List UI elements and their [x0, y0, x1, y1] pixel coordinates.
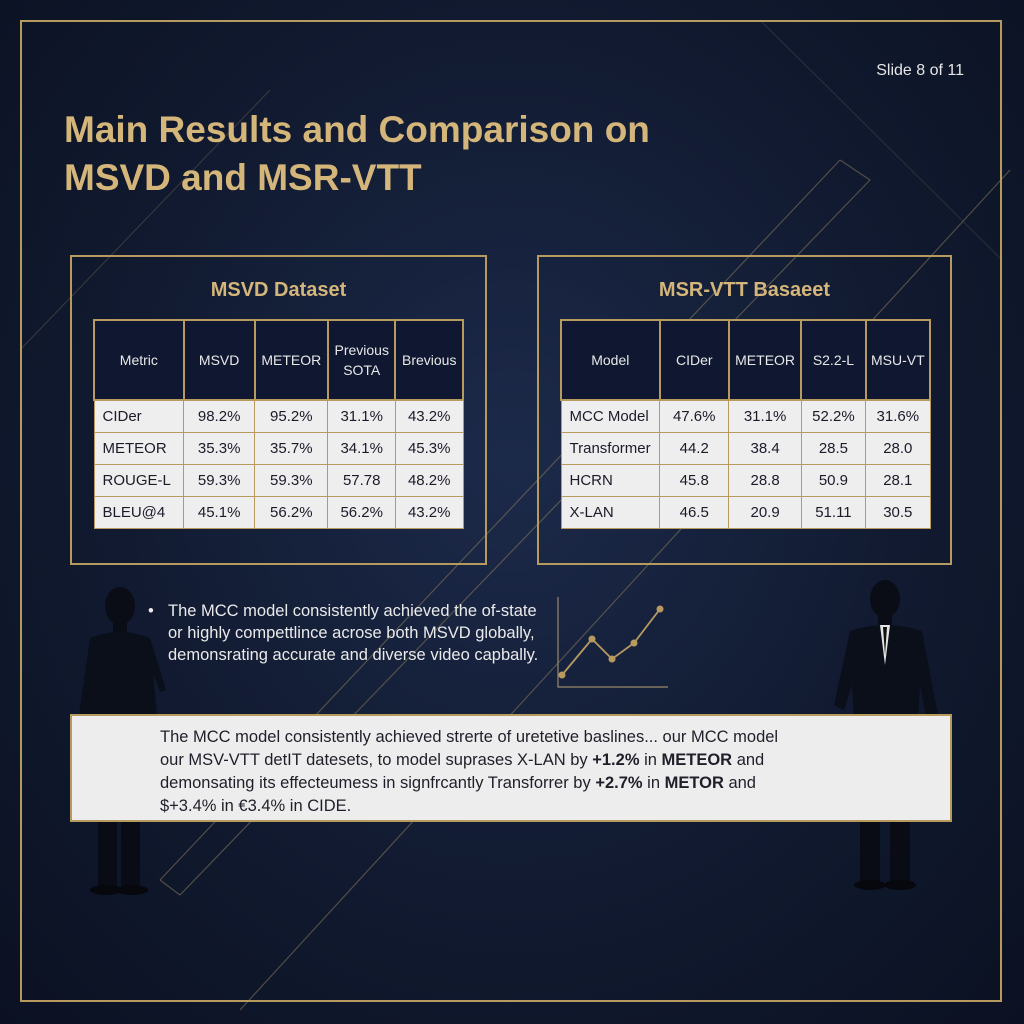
msrvtt-panel-title: MSR-VTT Basaeet — [658, 279, 831, 301]
table-row: CIDer 98.2% 95.2% 31.1% 43.2% — [93, 399, 464, 433]
callout-text-part: in — [639, 751, 662, 769]
table-cell: 28.5 — [800, 432, 867, 465]
line-chart-icon — [557, 597, 668, 688]
column-header: MSVD — [182, 319, 256, 401]
summary-callout: The MCC model consistently achieved stre… — [70, 714, 952, 822]
table-cell: MCC Model — [560, 399, 661, 433]
column-header: Brevious — [394, 319, 464, 401]
table-cell: 47.6% — [659, 399, 730, 433]
table-cell: 31.6% — [865, 399, 931, 433]
table-header-row: Metric MSVD METEOR Previous SOTA Breviou… — [93, 319, 464, 401]
table-cell: 34.1% — [327, 432, 396, 465]
column-header: CIDer — [658, 319, 730, 401]
table-cell: 31.1% — [728, 399, 802, 433]
table-cell: X-LAN — [560, 496, 661, 529]
table-cell: 56.2% — [254, 496, 329, 529]
column-header: Previous SOTA — [326, 319, 397, 401]
callout-highlight: +1.2% — [592, 751, 640, 769]
table-cell: 52.2% — [800, 399, 867, 433]
table-cell: 45.1% — [183, 496, 256, 529]
table-cell: 56.2% — [327, 496, 396, 529]
table-cell: BLEU@4 — [93, 496, 185, 529]
slide-frame — [20, 20, 1002, 1002]
table-row: X-LAN 46.5 20.9 51.11 30.5 — [560, 496, 931, 529]
msrvtt-panel: MSR-VTT Basaeet Model CIDer METEOR S2.2-… — [537, 255, 952, 565]
table-cell: 28.0 — [865, 432, 931, 465]
table-cell: 59.3% — [254, 464, 329, 497]
callout-highlight: +2.7% — [595, 774, 643, 792]
table-cell: 95.2% — [254, 399, 329, 433]
table-cell: ROUGE-L — [93, 464, 185, 497]
table-cell: METEOR — [93, 432, 185, 465]
title-line-2: MSVD and MSR-VTT — [64, 157, 422, 198]
table-cell: 45.3% — [394, 432, 464, 465]
slide-number: Slide 8 of 11 — [876, 62, 964, 79]
table-cell: CIDer — [93, 399, 185, 433]
msvd-panel-title: MSVD Dataset — [210, 279, 347, 301]
table-cell: 43.2% — [394, 496, 464, 529]
bullet-dot: • — [148, 602, 154, 620]
msvd-panel: MSVD Dataset Metric MSVD METEOR Previous… — [70, 255, 487, 565]
table-row: HCRN 45.8 28.8 50.9 28.1 — [560, 464, 931, 497]
table-cell: 50.9 — [800, 464, 867, 497]
callout-text: The MCC model consistently achieved stre… — [160, 726, 900, 818]
table-cell: 51.11 — [800, 496, 867, 529]
page-title: Main Results and Comparison on MSVD and … — [64, 106, 764, 202]
msrvtt-table: Model CIDer METEOR S2.2-L MSU-VT MCC Mod… — [560, 319, 932, 529]
table-cell: 30.5 — [865, 496, 931, 529]
table-row: ROUGE-L 59.3% 59.3% 57.78 48.2% — [93, 464, 464, 497]
table-header-row: Model CIDer METEOR S2.2-L MSU-VT — [560, 319, 932, 401]
table-cell: HCRN — [560, 464, 661, 497]
column-header: Metric — [93, 319, 185, 401]
column-header: S2.2-L — [800, 319, 867, 401]
table-cell: 31.1% — [327, 399, 396, 433]
callout-text-part: in — [642, 774, 665, 792]
table-cell: 59.3% — [183, 464, 256, 497]
callout-highlight: METOR — [664, 774, 724, 792]
callout-text-part: and — [732, 751, 765, 769]
column-header: Model — [560, 319, 661, 401]
table-cell: 20.9 — [728, 496, 802, 529]
table-cell: 38.4 — [728, 432, 802, 465]
table-cell: 28.8 — [728, 464, 802, 497]
callout-highlight: METEOR — [661, 751, 733, 769]
callout-line-2: our MSV-VTT detIT datesets, to model sup… — [160, 749, 900, 772]
column-header: METEOR — [253, 319, 329, 401]
table-cell: 48.2% — [394, 464, 464, 497]
table-row: MCC Model 47.6% 31.1% 52.2% 31.6% — [560, 399, 931, 433]
table-row: BLEU@4 45.1% 56.2% 56.2% 43.2% — [93, 496, 464, 529]
msvd-table: Metric MSVD METEOR Previous SOTA Breviou… — [93, 319, 464, 529]
table-cell: 46.5 — [659, 496, 730, 529]
callout-text-part: demonsating its effecteumess in signfrca… — [160, 774, 596, 792]
table-cell: 45.8 — [659, 464, 730, 497]
table-cell: 35.3% — [183, 432, 256, 465]
table-cell: Transformer — [560, 432, 661, 465]
table-cell: 98.2% — [183, 399, 256, 433]
column-header: METEOR — [727, 319, 803, 401]
callout-text-part: and — [723, 774, 756, 792]
bullet-text: The MCC model consistently achieved the … — [168, 602, 539, 664]
callout-line-3: demonsating its effecteumess in signfrca… — [160, 772, 900, 795]
table-cell: 35.7% — [254, 432, 329, 465]
table-cell: 28.1 — [865, 464, 931, 497]
table-row: METEOR 35.3% 35.7% 34.1% 45.3% — [93, 432, 464, 465]
callout-text-part: our MSV-VTT detIT datesets, to model sup… — [160, 751, 593, 769]
table-cell: 43.2% — [394, 399, 464, 433]
column-header: MSU-VT — [864, 319, 932, 401]
title-line-1: Main Results and Comparison on — [64, 109, 650, 150]
callout-line-1: The MCC model consistently achieved stre… — [160, 728, 779, 746]
table-cell: 57.78 — [327, 464, 396, 497]
callout-line-4: $+3.4% in €3.4% in CIDE. — [160, 797, 352, 815]
table-cell: 44.2 — [659, 432, 730, 465]
table-row: Transformer 44.2 38.4 28.5 28.0 — [560, 432, 931, 465]
